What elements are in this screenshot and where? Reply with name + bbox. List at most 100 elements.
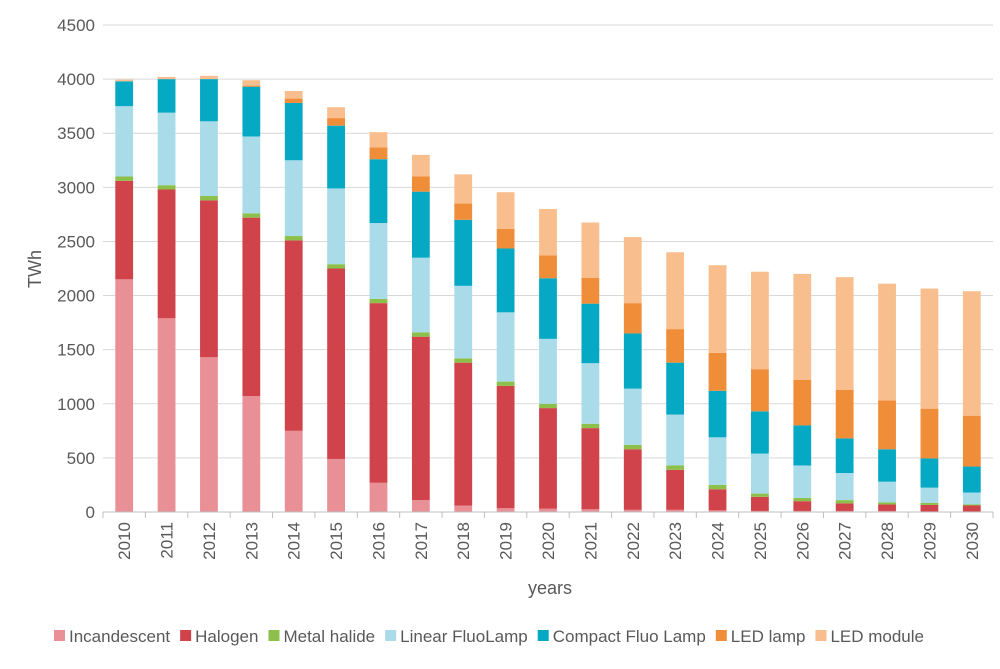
bar-segment-led-lamp-2024 <box>708 352 727 391</box>
bar-segment-metal-halide-2018 <box>454 358 473 363</box>
bar-segment-metal-halide-2012 <box>200 195 218 201</box>
bar-segment-compact-fluo-lamp-2015 <box>327 125 345 189</box>
bar-segment-led-module-2011 <box>157 76 176 80</box>
legend-swatch <box>537 630 549 641</box>
x-tick-label: 2021 <box>581 522 600 560</box>
bar-segment-incandescent-2015 <box>327 458 345 512</box>
bar-segment-led-lamp-2018 <box>454 203 473 220</box>
legend-label: Incandescent <box>69 627 170 646</box>
bar-segment-linear-fluolamp-2010 <box>115 106 134 177</box>
bar-segment-incandescent-2028 <box>878 510 896 512</box>
bar-segment-incandescent-2011 <box>157 318 176 512</box>
y-tick-label: 4500 <box>57 16 95 35</box>
x-tick-label: 2014 <box>285 522 304 560</box>
bar-segment-led-lamp-2025 <box>751 369 769 412</box>
bar-segment-led-lamp-2027 <box>835 389 854 439</box>
bar-segment-metal-halide-2024 <box>708 484 727 490</box>
bar-segment-led-lamp-2019 <box>496 228 515 249</box>
bar-segment-led-module-2024 <box>708 265 727 353</box>
y-tick-label: 2000 <box>57 287 95 306</box>
x-tick-labels: 2010 2011 2012 2013 2014 2015 2016 2017 2018 2019… <box>115 522 982 560</box>
bar-segment-incandescent-2018 <box>454 505 473 512</box>
y-axis-title: TWh <box>25 250 45 288</box>
bar-segment-compact-fluo-lamp-2030 <box>962 466 981 493</box>
bar-segment-incandescent-2014 <box>284 430 303 512</box>
legend-label: Compact Fluo Lamp <box>553 627 706 646</box>
bar-segment-linear-fluolamp-2014 <box>284 160 303 237</box>
bar-segment-compact-fluo-lamp-2011 <box>157 79 176 113</box>
bar-segment-linear-fluolamp-2016 <box>369 223 388 299</box>
bar-segment-led-module-2023 <box>666 252 685 330</box>
bar-segment-halogen-2014 <box>284 240 303 431</box>
y-tick-label: 2500 <box>57 232 95 251</box>
bar-segment-linear-fluolamp-2027 <box>835 473 854 501</box>
bar-segment-compact-fluo-lamp-2026 <box>793 425 812 466</box>
bar-segment-led-module-2030 <box>962 291 981 416</box>
bar-segment-linear-fluolamp-2011 <box>157 112 176 186</box>
bar-segment-compact-fluo-lamp-2020 <box>539 278 557 339</box>
bar-segment-linear-fluolamp-2028 <box>878 481 896 503</box>
bar-segment-halogen-2023 <box>666 469 685 510</box>
x-tick-label: 2015 <box>327 522 346 560</box>
bar-segment-halogen-2012 <box>200 200 218 358</box>
bar-segment-incandescent-2019 <box>496 508 515 512</box>
bar-segment-metal-halide-2019 <box>496 381 515 386</box>
bar-segment-halogen-2022 <box>623 449 642 510</box>
bar-segment-led-module-2013 <box>242 80 261 86</box>
bar-segment-led-module-2022 <box>623 237 642 304</box>
bar-segment-led-module-2014 <box>284 91 303 99</box>
bar-segment-halogen-2025 <box>751 496 769 511</box>
bar-segment-linear-fluolamp-2030 <box>962 492 981 505</box>
bar-segment-metal-halide-2010 <box>115 176 134 181</box>
bar-segment-compact-fluo-lamp-2016 <box>369 159 388 224</box>
bar-segment-halogen-2016 <box>369 303 388 483</box>
bar-segment-led-lamp-2030 <box>962 415 981 467</box>
y-tick-labels: 0 500 1000 1500 2000 2500 3000 3500 4000 4500 <box>57 16 95 522</box>
bar-segment-led-module-2027 <box>835 277 854 390</box>
x-tick-label: 2020 <box>539 522 558 560</box>
axes <box>102 511 994 518</box>
bar-segment-compact-fluo-lamp-2024 <box>708 390 727 438</box>
bar-segment-led-module-2026 <box>793 273 812 380</box>
bar-segment-compact-fluo-lamp-2021 <box>581 303 600 364</box>
y-tick-label: 4000 <box>57 70 95 89</box>
legend-label: Linear FluoLamp <box>400 627 528 646</box>
bar-segment-led-module-2016 <box>369 132 388 148</box>
legend-swatch <box>815 630 827 641</box>
x-tick-label: 2011 <box>158 522 177 559</box>
bar-segment-metal-halide-2026 <box>793 497 812 502</box>
x-tick-label: 2025 <box>751 522 770 560</box>
x-tick-label: 2017 <box>412 522 431 560</box>
x-tick-label: 2010 <box>115 522 134 560</box>
bar-segment-linear-fluolamp-2026 <box>793 465 812 498</box>
bar-segment-halogen-2028 <box>878 504 896 511</box>
bar-segment-incandescent-2023 <box>666 509 685 512</box>
bar-segment-linear-fluolamp-2025 <box>751 453 769 494</box>
bar-segment-led-module-2018 <box>454 174 473 204</box>
bar-segment-led-module-2015 <box>327 107 345 119</box>
bar-segment-metal-halide-2028 <box>878 502 896 505</box>
bar-segment-compact-fluo-lamp-2019 <box>496 248 515 313</box>
bar-segment-led-lamp-2023 <box>666 329 685 363</box>
x-tick-label: 2030 <box>963 522 982 560</box>
bar-segment-linear-fluolamp-2012 <box>200 121 218 196</box>
y-tick-label: 500 <box>67 449 95 468</box>
x-tick-label: 2016 <box>369 522 388 560</box>
bar-segment-halogen-2013 <box>242 217 261 397</box>
bar-segment-halogen-2010 <box>115 180 134 280</box>
bar-segment-incandescent-2013 <box>242 396 261 512</box>
bar-segment-led-module-2029 <box>920 288 939 409</box>
bar-segment-metal-halide-2011 <box>157 185 176 190</box>
bar-segment-led-module-2028 <box>878 283 896 401</box>
bar-segment-compact-fluo-lamp-2017 <box>411 191 430 258</box>
bar-segment-led-lamp-2014 <box>284 98 303 103</box>
bar-segment-compact-fluo-lamp-2012 <box>200 79 218 122</box>
legend: Incandescent Halogen Metal halide Linear Fl… <box>54 627 924 646</box>
legend-label: Metal halide <box>283 627 375 646</box>
legend-swatch <box>268 630 280 641</box>
bar-segment-metal-halide-2025 <box>751 493 769 497</box>
bar-segment-halogen-2030 <box>962 505 981 512</box>
bar-segment-metal-halide-2027 <box>835 500 854 504</box>
bar-segment-incandescent-2020 <box>539 508 557 512</box>
